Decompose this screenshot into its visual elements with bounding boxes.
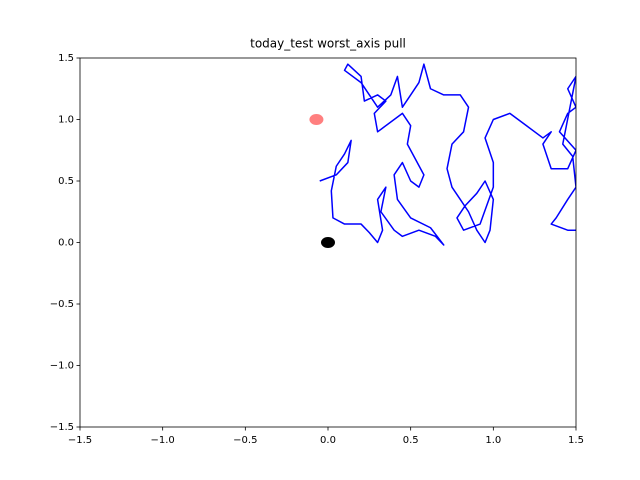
- y-tick-label: 0.0: [58, 238, 74, 249]
- y-tick-label: 1.0: [58, 115, 74, 126]
- y-tick-label: 1.5: [58, 53, 74, 64]
- x-tick-label: 1.0: [485, 435, 501, 446]
- y-tick-label: −1.5: [50, 422, 74, 433]
- y-tick-label: 0.5: [58, 176, 74, 187]
- plot-area: [309, 63, 576, 248]
- x-tick-label: −0.5: [233, 435, 257, 446]
- axes-frame: [79, 57, 577, 428]
- y-tick-label: −1.0: [50, 361, 74, 372]
- chart-title: today_test worst_axis pull: [250, 37, 406, 51]
- marker: [321, 237, 335, 248]
- x-tick-label: 0.5: [403, 435, 419, 446]
- x-tick-label: −1.0: [151, 435, 175, 446]
- x-tick-label: −1.5: [68, 435, 92, 446]
- trajectory-line: [319, 63, 576, 246]
- x-tick-label: 0.0: [320, 435, 336, 446]
- marker: [309, 114, 324, 125]
- y-tick-label: −0.5: [50, 299, 74, 310]
- x-tick-label: 1.5: [568, 435, 584, 446]
